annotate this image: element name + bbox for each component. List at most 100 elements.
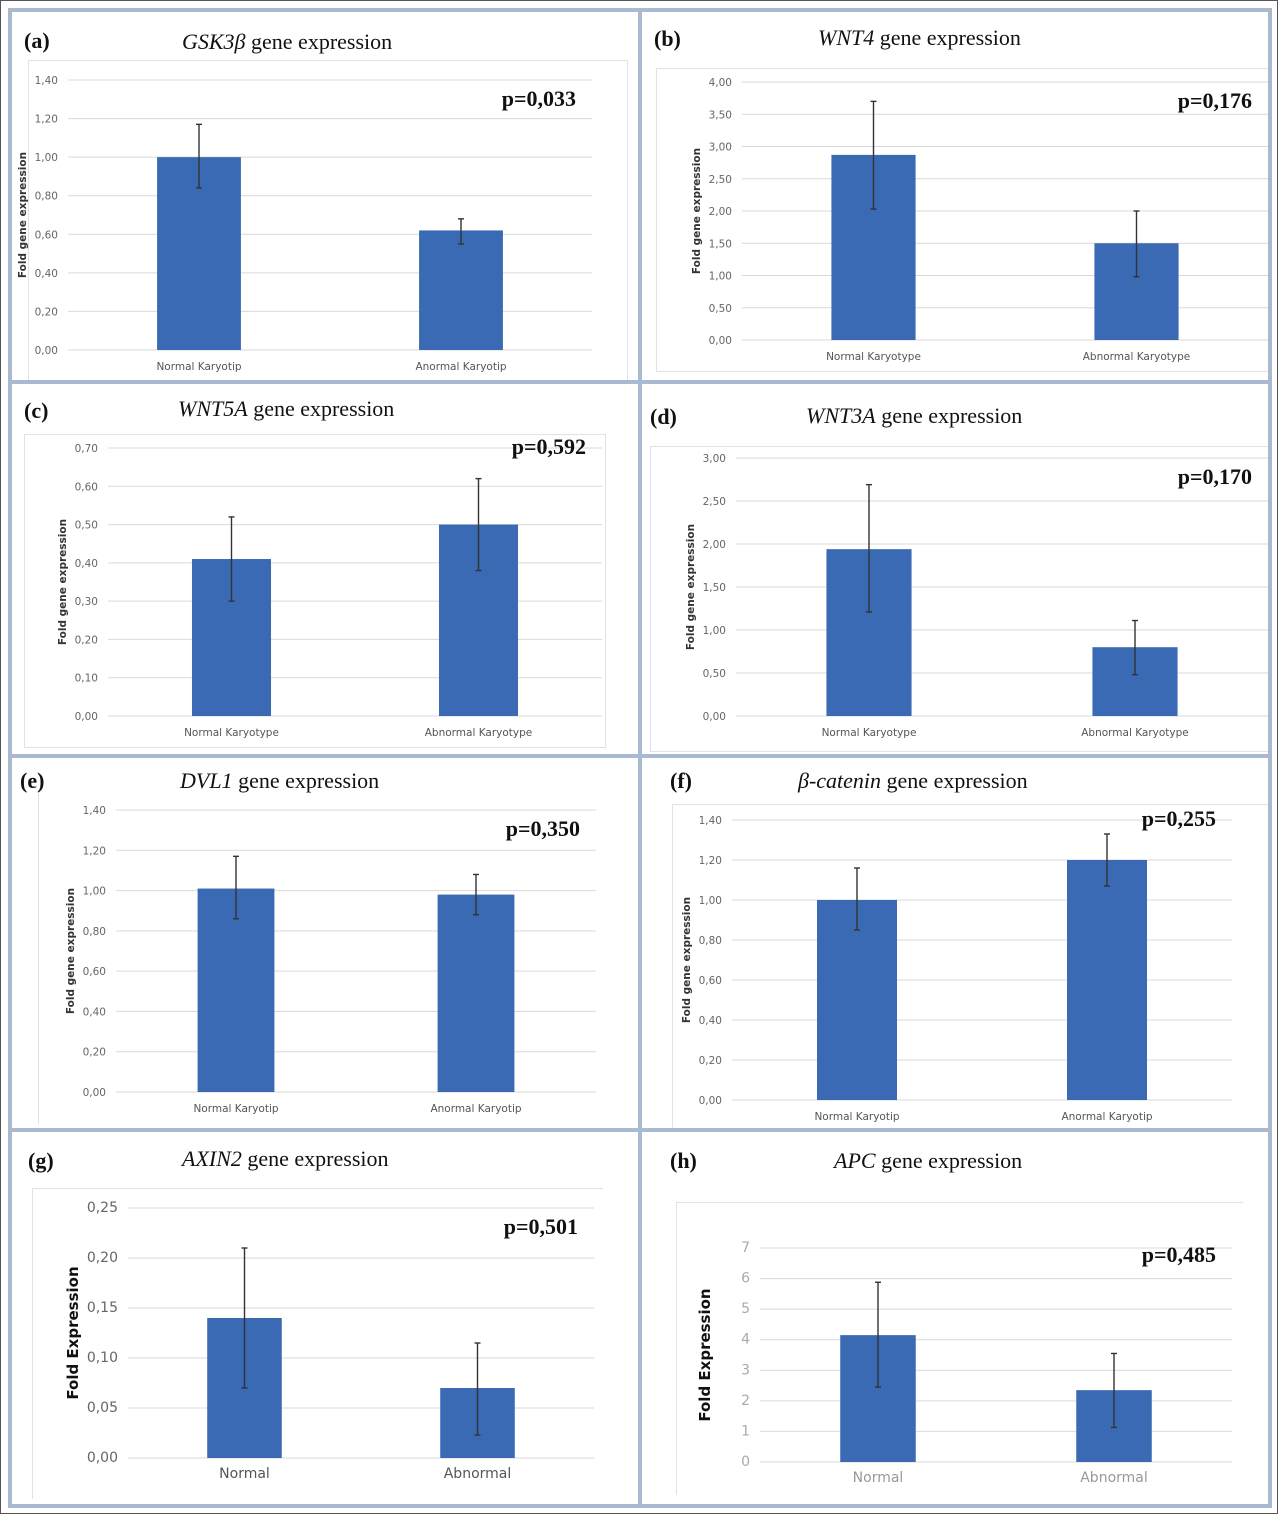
category-label: Anormal Karyotip [430, 1103, 521, 1115]
gene-name: WNT5A [178, 396, 248, 421]
panel-label: (b) [654, 26, 681, 51]
panel-a: (a) GSK3β gene expression 0,00 0,20 0,40 0,… [12, 12, 638, 380]
y-tick-label: 1,40 [83, 805, 106, 817]
y-tick-label: 0,00 [709, 335, 732, 347]
bar-chart: 0,00 0,20 0,40 0,60 0,80 1,00 1,20 1,40 Fold gen… [681, 806, 1232, 1123]
y-tick-label: 0,30 [75, 596, 98, 608]
y-tick-label: 0,60 [75, 481, 98, 493]
y-tick-label: 4 [741, 1332, 750, 1348]
title-suffix: gene expression [881, 403, 1023, 428]
y-axis-label: Fold gene expression [57, 519, 69, 645]
figure-grid: (a) GSK3β gene expression 0,00 0,20 0,40 0,… [8, 8, 1272, 1508]
category-label: Abnormal Karyotype [1081, 727, 1189, 739]
error-bar [875, 1281, 881, 1388]
y-tick-label: 0,00 [83, 1087, 106, 1099]
y-tick-label: 1,20 [35, 114, 58, 126]
y-tick-label: 0,60 [83, 966, 106, 978]
category-label: Abnormal Karyotype [1083, 351, 1191, 363]
y-tick-label: 0,40 [35, 268, 58, 280]
y-tick-label: 2 [741, 1393, 750, 1409]
y-tick-label: 1,50 [709, 238, 732, 250]
panel-title: DVL1 gene expression [180, 768, 379, 794]
panel-title: APC gene expression [834, 1148, 1022, 1174]
panel-e: (e) DVL1 gene expression 0,00 0,20 0,40 0,6… [12, 758, 638, 1128]
y-tick-label: 0,00 [703, 711, 726, 723]
bar-chart: 0,00 0,50 1,00 1,50 2,00 2,50 3,00 3,50 4,00 Fold… [691, 77, 1268, 363]
category-label: Normal Karyotype [184, 727, 279, 739]
panel-label: (h) [670, 1148, 697, 1173]
y-tick-label: 1,20 [83, 845, 106, 857]
bar-chart: 0,00 0,50 1,00 1,50 2,00 2,50 3,00 Fold gene ex… [685, 453, 1268, 739]
panel-b: (b) WNT4 gene expression 0,00 0,50 1,00 1,5… [642, 12, 1268, 380]
y-axis-label: Fold gene expression [17, 152, 29, 278]
y-tick-label: 0,40 [83, 1006, 106, 1018]
y-axis-label: Fold gene expression [65, 888, 77, 1014]
title-suffix: gene expression [238, 768, 380, 793]
error-bar [241, 1247, 248, 1389]
y-axis-label: Fold gene expression [685, 524, 697, 650]
panel-label: (c) [24, 398, 49, 423]
category-label: Normal Karyotype [826, 351, 921, 363]
y-tick-label: 0,40 [75, 558, 98, 570]
y-tick-label: 1,00 [83, 886, 106, 898]
category-label: Normal Karyotip [156, 361, 241, 373]
y-tick-label: 0,20 [35, 306, 58, 318]
gene-name: β-catenin [798, 768, 882, 793]
category-label: Normal [219, 1466, 270, 1482]
error-bar [1111, 1352, 1117, 1429]
y-tick-label: 0,80 [35, 191, 58, 203]
p-value-annotation: p=0,350 [506, 816, 580, 841]
y-tick-label: 0,60 [699, 975, 722, 987]
panel-label: (g) [28, 1148, 54, 1173]
bar-abnormal [419, 230, 503, 350]
y-tick-label: 0,25 [87, 1200, 118, 1216]
y-tick-label: 6 [741, 1271, 750, 1287]
y-tick-label: 5 [741, 1301, 750, 1317]
p-value-annotation: p=0,485 [1142, 1242, 1216, 1267]
y-tick-label: 0,10 [75, 673, 98, 685]
y-tick-label: 3,50 [709, 109, 732, 121]
bar-chart: 0 1 2 3 4 5 6 7 Fold Expression Normal Abnormal p=0… [696, 1240, 1232, 1486]
y-tick-label: 0,80 [83, 926, 106, 938]
y-axis-label: Fold gene expression [681, 897, 693, 1023]
gene-name: WNT4 [818, 25, 875, 50]
p-value-annotation: p=0,255 [1142, 806, 1216, 831]
title-suffix: gene expression [247, 1146, 389, 1171]
error-bar [228, 516, 235, 602]
p-value-annotation: p=0,033 [502, 86, 576, 111]
chart-area [38, 794, 39, 1124]
y-tick-label: 7 [741, 1240, 750, 1256]
y-tick-label: 1,40 [699, 815, 722, 827]
y-tick-label: 1,00 [699, 895, 722, 907]
y-tick-label: 3,00 [709, 142, 732, 154]
panel-title: WNT3A gene expression [806, 403, 1022, 429]
p-value-annotation: p=0,170 [1178, 464, 1252, 489]
category-label: Normal [853, 1470, 904, 1486]
category-label: Abnormal [444, 1466, 512, 1482]
y-tick-label: 0,15 [87, 1300, 118, 1316]
bar-normal [817, 900, 897, 1100]
y-tick-label: 0,20 [699, 1055, 722, 1067]
bar-normal [197, 888, 275, 1092]
bar-normal [157, 157, 241, 350]
bar-chart: 0,00 0,20 0,40 0,60 0,80 1,00 1,20 1,40 Fold gen… [17, 75, 592, 373]
y-tick-label: 0,00 [35, 345, 58, 357]
y-tick-label: 0,40 [699, 1015, 722, 1027]
y-tick-label: 0,50 [703, 668, 726, 680]
title-suffix: gene expression [881, 1148, 1023, 1173]
error-bar [1132, 619, 1138, 676]
p-value-annotation: p=0,501 [504, 1214, 578, 1239]
y-tick-label: 1,40 [35, 75, 58, 87]
bar-chart: 0,00 0,20 0,40 0,60 0,80 1,00 1,20 1,40 Fold gen… [65, 805, 596, 1115]
error-bar [854, 867, 860, 931]
gene-name: DVL1 [180, 768, 233, 793]
gene-name: GSK3β [182, 29, 246, 54]
y-tick-label: 1,00 [703, 625, 726, 637]
category-label: Normal Karyotype [822, 727, 917, 739]
error-bar [458, 218, 464, 245]
y-tick-label: 2,50 [703, 496, 726, 508]
y-tick-label: 1,00 [35, 152, 58, 164]
panel-c: (c) WNT5A gene expression 0,00 0,10 0,20 0,… [12, 384, 638, 754]
y-tick-label: 2,50 [709, 174, 732, 186]
